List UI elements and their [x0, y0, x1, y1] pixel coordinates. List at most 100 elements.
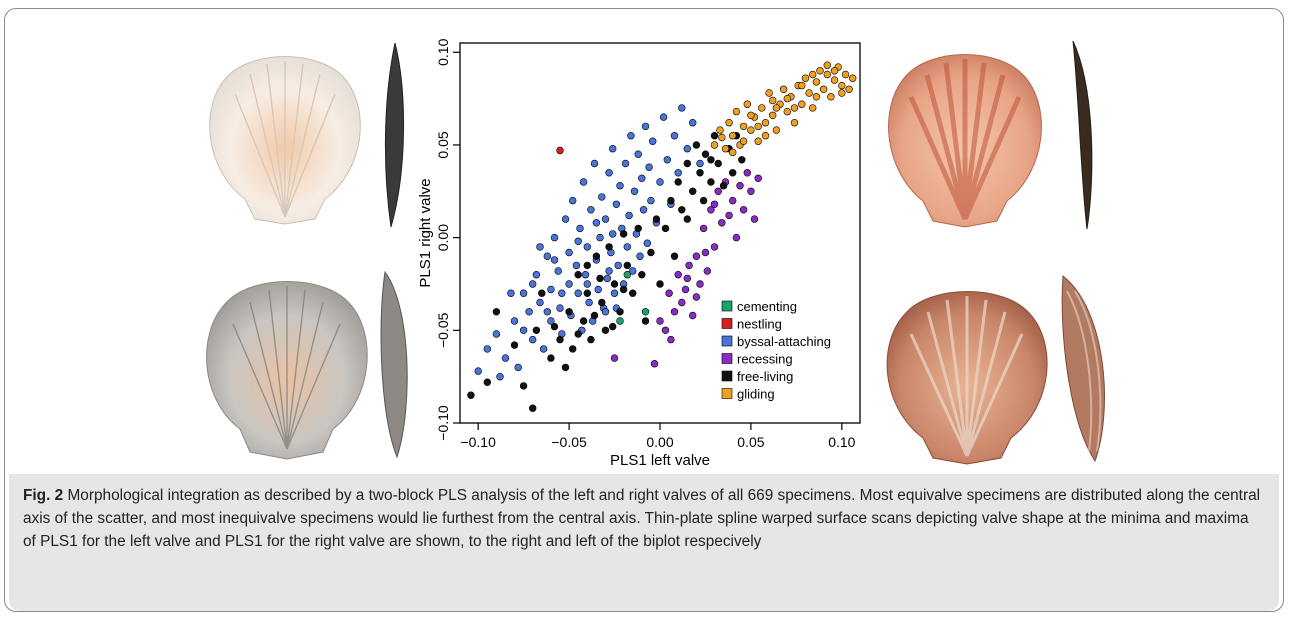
data-point-gliding [812, 78, 821, 86]
data-point-byssal-attaching [550, 256, 559, 264]
legend-label-byssal-attaching: byssal-attaching [737, 334, 831, 349]
data-point-free-living [528, 404, 537, 412]
data-point-gliding [819, 85, 828, 94]
data-point-free-living [674, 178, 682, 186]
data-point-free-living [596, 274, 604, 283]
shell-image-right-bottom [886, 291, 1048, 465]
data-point-byssal-attaching [643, 239, 652, 247]
data-point-byssal-attaching [634, 150, 642, 158]
data-point-gliding [772, 104, 781, 112]
data-point-free-living [616, 308, 624, 316]
data-point-byssal-attaching [528, 335, 537, 344]
data-point-gliding [783, 94, 791, 103]
legend-label-recessing: recessing [737, 352, 793, 367]
data-point-byssal-attaching [558, 289, 566, 297]
data-point-byssal-attaching [609, 230, 617, 238]
shell-image-right-top [888, 54, 1042, 228]
data-point-byssal-attaching [601, 308, 610, 316]
data-point-gliding [805, 89, 813, 97]
data-point-free-living [661, 224, 670, 233]
data-point-recessing [747, 187, 755, 196]
data-point-recessing [683, 274, 691, 283]
figure-label: Fig. 2 [23, 487, 64, 504]
data-point-byssal-attaching [581, 271, 590, 279]
data-point-recessing [707, 206, 715, 214]
legend-label-gliding: gliding [737, 387, 775, 402]
data-point-byssal-attaching [543, 252, 552, 260]
data-point-byssal-attaching [514, 363, 522, 372]
data-point-gliding [823, 70, 831, 79]
data-point-free-living [561, 363, 570, 372]
data-point-byssal-attaching [574, 237, 582, 246]
data-point-free-living [670, 252, 679, 260]
data-point-free-living [547, 354, 555, 362]
data-point-byssal-attaching [583, 243, 592, 251]
data-point-free-living [683, 159, 691, 168]
data-point-byssal-attaching [605, 267, 613, 275]
data-point-recessing [692, 293, 701, 301]
data-point-free-living [652, 215, 661, 223]
data-point-byssal-attaching [550, 233, 559, 242]
scatter-plot: −0.10 −0.05 0.00 0.05 0.10 −0.10 −0.05 0.00 0.0… [417, 38, 861, 469]
data-point-recessing [661, 326, 670, 334]
data-point-gliding [761, 131, 770, 140]
data-point-free-living [587, 335, 595, 344]
legend-swatch-recessing [721, 353, 733, 364]
data-points [467, 61, 857, 412]
data-point-byssal-attaching [528, 280, 537, 288]
data-point-gliding [747, 111, 755, 120]
data-point-byssal-attaching [519, 289, 528, 297]
legend-swatch-gliding [721, 388, 733, 399]
data-point-byssal-attaching [510, 317, 519, 325]
data-point-nestling [556, 146, 564, 155]
data-point-free-living [583, 289, 592, 297]
data-point-free-living [610, 280, 619, 288]
data-point-gliding [838, 81, 846, 90]
data-point-recessing [754, 174, 762, 183]
data-point-recessing [739, 206, 748, 214]
shell-image-left-top [209, 56, 361, 225]
data-point-recessing [743, 169, 751, 177]
data-point-free-living [701, 150, 710, 158]
data-point-cementing [641, 308, 650, 316]
data-point-gliding [769, 96, 777, 105]
data-point-free-living [483, 378, 492, 386]
data-point-byssal-attaching [496, 373, 504, 381]
data-point-gliding [838, 89, 846, 97]
data-point-free-living [719, 182, 728, 190]
data-point-free-living [569, 345, 577, 353]
data-point-free-living [623, 261, 632, 270]
data-point-free-living [647, 248, 655, 257]
data-point-byssal-attaching [647, 196, 655, 205]
data-point-byssal-attaching [663, 156, 672, 164]
legend-label-nestling: nestling [737, 317, 782, 332]
data-point-gliding [743, 100, 751, 108]
data-point-recessing [732, 233, 741, 242]
data-point-free-living [583, 261, 592, 270]
data-point-recessing [667, 335, 675, 344]
data-point-byssal-attaching [689, 118, 697, 127]
data-point-free-living [532, 326, 541, 334]
data-point-byssal-attaching [547, 317, 555, 325]
data-point-gliding [827, 93, 835, 101]
data-point-free-living [641, 317, 650, 325]
data-point-free-living [492, 308, 501, 316]
data-point-free-living [689, 187, 697, 196]
legend-label-free-living: free-living [737, 369, 793, 384]
data-point-recessing [610, 354, 619, 362]
data-point-byssal-attaching [630, 187, 639, 196]
data-point-free-living [696, 169, 704, 177]
data-point-free-living [590, 311, 599, 320]
data-point-free-living [707, 178, 715, 186]
data-point-byssal-attaching [539, 345, 548, 353]
data-point-gliding [725, 118, 733, 127]
data-point-gliding [809, 104, 817, 112]
data-point-byssal-attaching [547, 285, 555, 294]
data-point-byssal-attaching [585, 298, 593, 307]
figure-caption: Fig. 2 Morphological integration as desc… [9, 474, 1279, 611]
data-point-recessing [650, 360, 659, 368]
data-point-free-living [692, 141, 701, 149]
data-point-byssal-attaching [621, 159, 630, 168]
y-tick-label: −0.10 [435, 405, 451, 441]
data-point-free-living [550, 322, 559, 331]
